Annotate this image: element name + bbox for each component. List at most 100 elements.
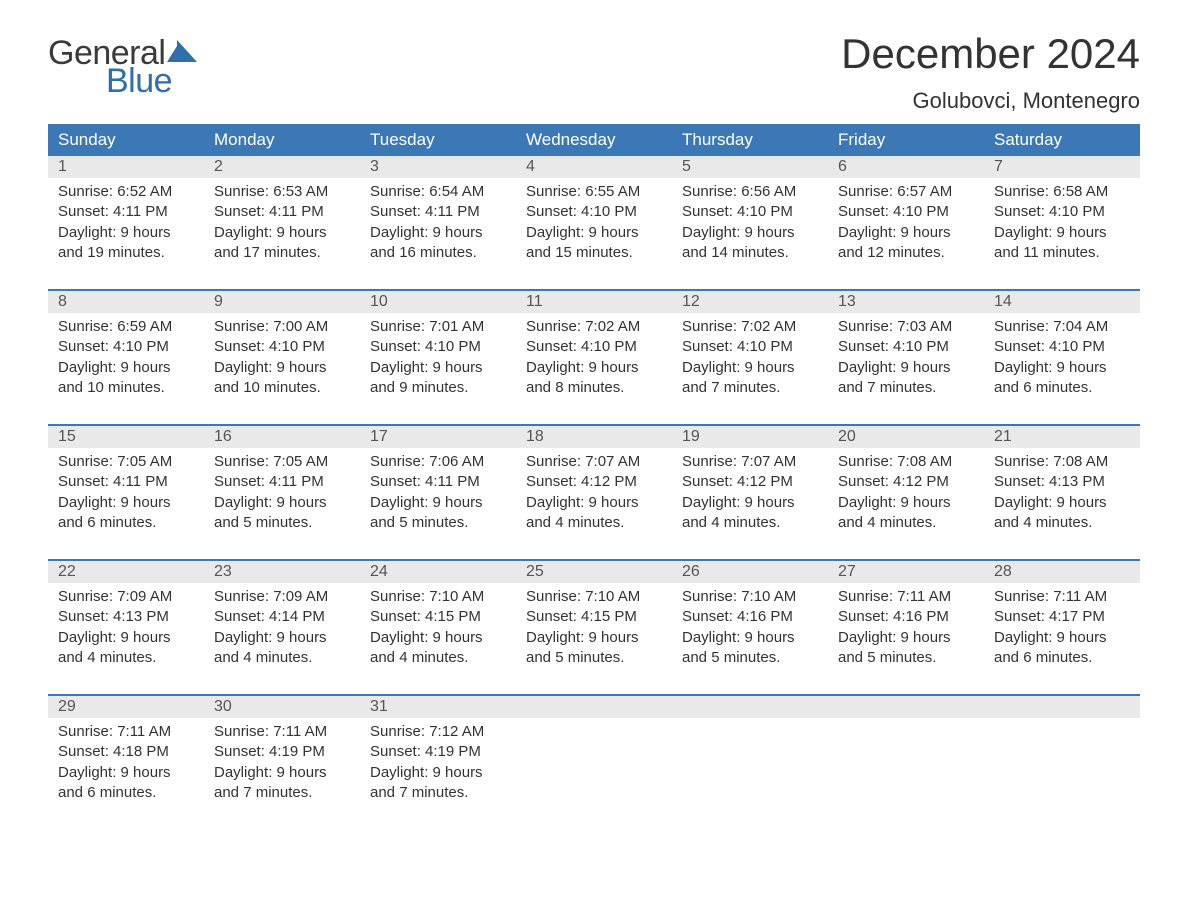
day-number-cell: 10 (360, 290, 516, 313)
daylight-line: Daylight: 9 hours and 7 minutes. (214, 763, 350, 804)
day-content-row: Sunrise: 6:52 AMSunset: 4:11 PMDaylight:… (48, 178, 1140, 290)
sunrise-line: Sunrise: 6:54 AM (370, 182, 506, 202)
day-number-cell: 16 (204, 425, 360, 448)
daylight-line: Daylight: 9 hours and 15 minutes. (526, 223, 662, 264)
sunset-line: Sunset: 4:10 PM (994, 337, 1130, 357)
day-number-cell: 15 (48, 425, 204, 448)
sunrise-line: Sunrise: 6:55 AM (526, 182, 662, 202)
day-content-cell: Sunrise: 7:05 AMSunset: 4:11 PMDaylight:… (204, 448, 360, 560)
day-content-row: Sunrise: 6:59 AMSunset: 4:10 PMDaylight:… (48, 313, 1140, 425)
day-content-cell (672, 718, 828, 829)
day-content-cell: Sunrise: 7:11 AMSunset: 4:16 PMDaylight:… (828, 583, 984, 695)
daylight-line: Daylight: 9 hours and 8 minutes. (526, 358, 662, 399)
day-content-cell: Sunrise: 7:06 AMSunset: 4:11 PMDaylight:… (360, 448, 516, 560)
day-content-cell: Sunrise: 7:10 AMSunset: 4:16 PMDaylight:… (672, 583, 828, 695)
sunset-line: Sunset: 4:12 PM (682, 472, 818, 492)
sunrise-line: Sunrise: 7:12 AM (370, 722, 506, 742)
day-number-cell: 7 (984, 156, 1140, 178)
sunrise-line: Sunrise: 6:58 AM (994, 182, 1130, 202)
logo: General Blue (48, 30, 199, 98)
logo-flag-icon (167, 40, 199, 66)
day-content-cell: Sunrise: 7:03 AMSunset: 4:10 PMDaylight:… (828, 313, 984, 425)
weekday-header: Thursday (672, 124, 828, 156)
daylight-line: Daylight: 9 hours and 10 minutes. (58, 358, 194, 399)
daylight-line: Daylight: 9 hours and 19 minutes. (58, 223, 194, 264)
sunset-line: Sunset: 4:16 PM (682, 607, 818, 627)
daylight-line: Daylight: 9 hours and 4 minutes. (526, 493, 662, 534)
weekday-header: Tuesday (360, 124, 516, 156)
day-number-cell: 27 (828, 560, 984, 583)
sunset-line: Sunset: 4:17 PM (994, 607, 1130, 627)
day-number-cell: 20 (828, 425, 984, 448)
day-number-cell (672, 695, 828, 718)
day-number-cell (984, 695, 1140, 718)
day-content-row: Sunrise: 7:09 AMSunset: 4:13 PMDaylight:… (48, 583, 1140, 695)
day-content-cell: Sunrise: 7:10 AMSunset: 4:15 PMDaylight:… (516, 583, 672, 695)
daylight-line: Daylight: 9 hours and 17 minutes. (214, 223, 350, 264)
sunset-line: Sunset: 4:10 PM (526, 337, 662, 357)
sunrise-line: Sunrise: 6:53 AM (214, 182, 350, 202)
sunrise-line: Sunrise: 7:00 AM (214, 317, 350, 337)
daylight-line: Daylight: 9 hours and 12 minutes. (838, 223, 974, 264)
sunset-line: Sunset: 4:10 PM (214, 337, 350, 357)
logo-text-blue: Blue (106, 64, 199, 98)
day-content-cell: Sunrise: 7:02 AMSunset: 4:10 PMDaylight:… (516, 313, 672, 425)
daylight-line: Daylight: 9 hours and 7 minutes. (370, 763, 506, 804)
day-number-cell: 18 (516, 425, 672, 448)
sunrise-line: Sunrise: 6:57 AM (838, 182, 974, 202)
sunrise-line: Sunrise: 7:10 AM (682, 587, 818, 607)
day-number-cell: 25 (516, 560, 672, 583)
sunset-line: Sunset: 4:11 PM (58, 202, 194, 222)
day-content-cell (516, 718, 672, 829)
daylight-line: Daylight: 9 hours and 5 minutes. (370, 493, 506, 534)
sunset-line: Sunset: 4:10 PM (526, 202, 662, 222)
day-content-cell: Sunrise: 7:07 AMSunset: 4:12 PMDaylight:… (672, 448, 828, 560)
sunrise-line: Sunrise: 7:02 AM (682, 317, 818, 337)
title-block: December 2024 Golubovci, Montenegro (841, 30, 1140, 114)
weekday-header: Friday (828, 124, 984, 156)
day-content-cell: Sunrise: 7:05 AMSunset: 4:11 PMDaylight:… (48, 448, 204, 560)
day-content-cell: Sunrise: 6:55 AMSunset: 4:10 PMDaylight:… (516, 178, 672, 290)
weekday-header: Monday (204, 124, 360, 156)
day-number-cell: 3 (360, 156, 516, 178)
daylight-line: Daylight: 9 hours and 6 minutes. (994, 628, 1130, 669)
day-content-cell: Sunrise: 6:57 AMSunset: 4:10 PMDaylight:… (828, 178, 984, 290)
sunrise-line: Sunrise: 7:04 AM (994, 317, 1130, 337)
sunset-line: Sunset: 4:13 PM (58, 607, 194, 627)
daylight-line: Daylight: 9 hours and 16 minutes. (370, 223, 506, 264)
sunset-line: Sunset: 4:11 PM (214, 202, 350, 222)
day-number-cell: 4 (516, 156, 672, 178)
sunrise-line: Sunrise: 7:08 AM (838, 452, 974, 472)
day-content-cell: Sunrise: 6:58 AMSunset: 4:10 PMDaylight:… (984, 178, 1140, 290)
sunset-line: Sunset: 4:10 PM (682, 202, 818, 222)
sunrise-line: Sunrise: 7:08 AM (994, 452, 1130, 472)
daylight-line: Daylight: 9 hours and 4 minutes. (370, 628, 506, 669)
sunset-line: Sunset: 4:19 PM (370, 742, 506, 762)
day-content-cell: Sunrise: 7:00 AMSunset: 4:10 PMDaylight:… (204, 313, 360, 425)
day-content-cell: Sunrise: 7:09 AMSunset: 4:13 PMDaylight:… (48, 583, 204, 695)
daylight-line: Daylight: 9 hours and 4 minutes. (214, 628, 350, 669)
sunset-line: Sunset: 4:14 PM (214, 607, 350, 627)
sunrise-line: Sunrise: 6:56 AM (682, 182, 818, 202)
day-number-cell (516, 695, 672, 718)
day-number-row: 22232425262728 (48, 560, 1140, 583)
day-number-cell: 22 (48, 560, 204, 583)
sunrise-line: Sunrise: 7:07 AM (526, 452, 662, 472)
sunrise-line: Sunrise: 7:06 AM (370, 452, 506, 472)
sunset-line: Sunset: 4:10 PM (838, 337, 974, 357)
daylight-line: Daylight: 9 hours and 4 minutes. (994, 493, 1130, 534)
daylight-line: Daylight: 9 hours and 9 minutes. (370, 358, 506, 399)
day-content-cell: Sunrise: 7:08 AMSunset: 4:13 PMDaylight:… (984, 448, 1140, 560)
daylight-line: Daylight: 9 hours and 7 minutes. (838, 358, 974, 399)
sunset-line: Sunset: 4:11 PM (370, 202, 506, 222)
weekday-header: Saturday (984, 124, 1140, 156)
daylight-line: Daylight: 9 hours and 5 minutes. (214, 493, 350, 534)
sunrise-line: Sunrise: 7:05 AM (58, 452, 194, 472)
sunset-line: Sunset: 4:16 PM (838, 607, 974, 627)
weekday-header-row: Sunday Monday Tuesday Wednesday Thursday… (48, 124, 1140, 156)
day-number-cell: 9 (204, 290, 360, 313)
day-number-cell: 13 (828, 290, 984, 313)
sunset-line: Sunset: 4:12 PM (526, 472, 662, 492)
daylight-line: Daylight: 9 hours and 7 minutes. (682, 358, 818, 399)
daylight-line: Daylight: 9 hours and 4 minutes. (58, 628, 194, 669)
